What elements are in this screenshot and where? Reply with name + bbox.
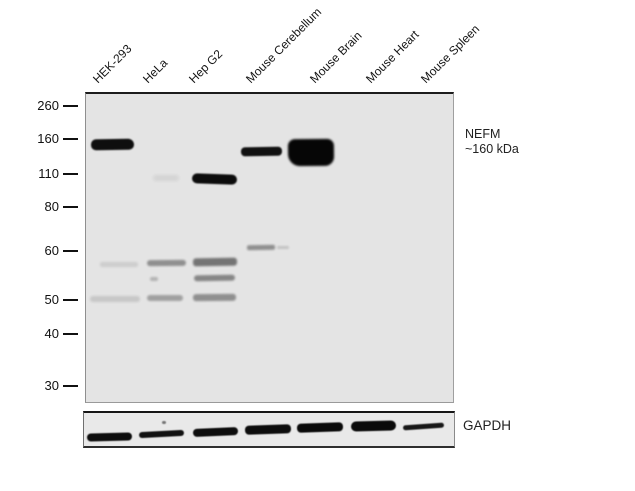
nonspecific-band-hep-g2 <box>192 293 237 302</box>
mw-tick-260 <box>63 105 78 107</box>
target-annotation: NEFM ~160 kDa <box>465 127 519 157</box>
mw-tick-50 <box>63 299 78 301</box>
mw-tick-160 <box>63 138 78 140</box>
nonspecific-band-hela <box>147 295 183 301</box>
nonspecific-band-mouse-cerebellum <box>277 246 289 249</box>
mw-label-260: 260 <box>37 98 59 113</box>
gapdh-band-mouse-brain <box>296 422 344 433</box>
lane-label-mouse-brain: Mouse Brain <box>307 28 365 86</box>
mw-label-80: 80 <box>44 199 59 214</box>
mw-tick-40 <box>63 333 78 335</box>
mw-tick-60 <box>63 250 78 252</box>
mw-tick-110 <box>63 173 78 175</box>
nonspecific-band-mouse-cerebellum <box>246 244 276 251</box>
nefm-band-hela <box>153 175 179 181</box>
nonspecific-band-hep-g2 <box>193 274 236 282</box>
mw-tick-80 <box>63 206 78 208</box>
nefm-blot-panel <box>85 92 454 403</box>
lane-label-hela: HeLa <box>140 55 171 86</box>
mw-label-160: 160 <box>37 131 59 146</box>
nonspecific-band-hela <box>146 259 187 267</box>
nefm-band-mouse-brain <box>287 138 335 167</box>
mw-label-30: 30 <box>44 378 59 393</box>
lane-label-mouse-spleen: Mouse Spleen <box>418 21 483 86</box>
mw-label-40: 40 <box>44 326 59 341</box>
gapdh-band-speck <box>162 421 166 424</box>
mw-label-60: 60 <box>44 243 59 258</box>
target-name-label: NEFM <box>465 127 501 141</box>
target-molecular-weight-label: ~160 kDa <box>465 142 519 156</box>
mw-tick-30 <box>63 385 78 387</box>
nefm-band-hep-g2 <box>191 173 238 185</box>
nonspecific-band-hep-g2 <box>192 257 238 267</box>
loading-control-label: GAPDH <box>463 418 512 433</box>
nefm-band-hek-293 <box>90 138 135 151</box>
gapdh-band-mouse-cerebellum <box>244 424 292 435</box>
mw-label-110: 110 <box>38 166 59 181</box>
nonspecific-band-hek-293 <box>100 262 138 267</box>
nonspecific-band-hela <box>150 277 158 281</box>
gapdh-band-hek-293 <box>86 432 133 442</box>
nonspecific-band-hek-293 <box>90 296 140 302</box>
lane-label-hek-293: HEK-293 <box>90 41 135 86</box>
nefm-band-mouse-cerebellum <box>240 146 283 157</box>
gapdh-band-mouse-heart <box>350 420 397 432</box>
lane-label-hep-g2: Hep G2 <box>186 46 226 86</box>
lane-label-mouse-heart: Mouse Heart <box>363 27 422 87</box>
mw-label-50: 50 <box>44 292 59 307</box>
